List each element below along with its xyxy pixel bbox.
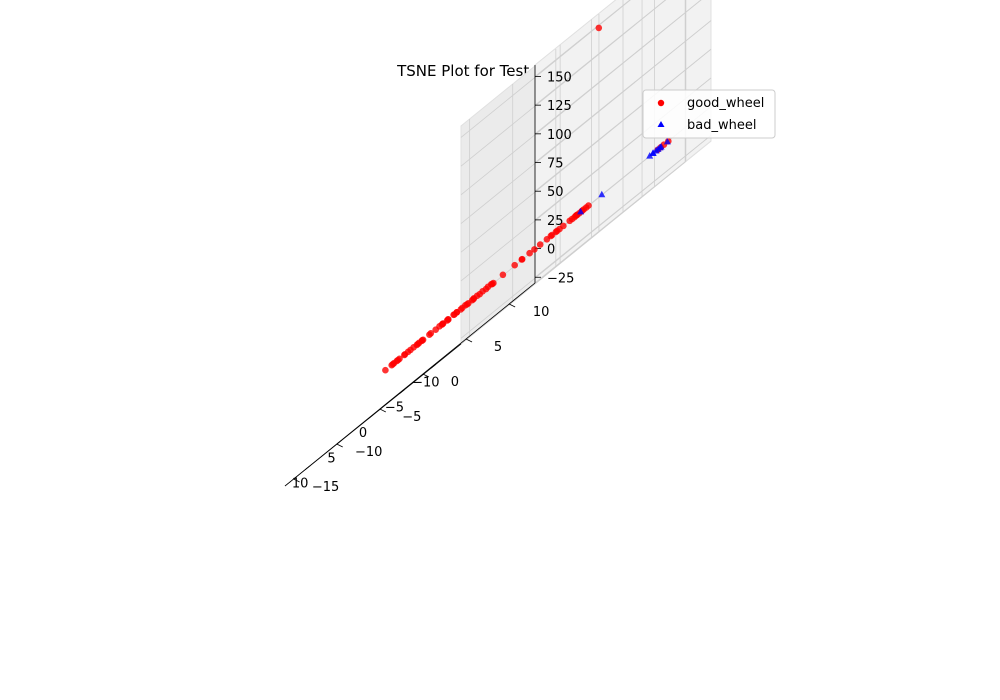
z-gridline-back [534,0,702,135]
point-good-wheel [585,202,592,209]
point-bad-wheel [598,190,606,198]
y-tick-label: 5 [494,340,502,355]
x-tick-label: −5 [385,401,404,416]
z-tick-label: 50 [547,185,564,200]
point-good-wheel [427,330,435,337]
y-tick-mark [422,373,430,378]
point-good-wheel [439,320,446,328]
x-tick-mark [367,414,374,420]
point-good-wheel [595,24,603,32]
legend-label-good-wheel: good_wheel [687,96,764,111]
point-good-wheel [556,225,563,233]
y-tick-mark [293,478,300,483]
point-good-wheel [543,236,551,243]
point-good-wheel [484,283,492,291]
z-gridline-left [460,0,667,167]
point-bad-wheel [663,137,671,145]
legend: good_wheel bad_wheel [642,89,776,139]
z-tick-label: 75 [547,157,564,172]
x-tick-label: 5 [327,451,335,466]
z-tick-label: 25 [547,214,564,229]
point-good-wheel [511,261,518,269]
point-good-wheel [453,309,461,316]
point-good-wheel [444,316,452,323]
z-gridline-back [534,0,631,77]
y-gridline-floor [508,161,686,305]
z-tick-label: 100 [547,128,572,143]
x-tick-mark [304,465,311,471]
point-good-wheel [390,359,398,367]
z-gridline-back [534,134,712,278]
point-good-wheel [404,348,412,356]
x-tick-label: −10 [412,375,439,390]
y-tick-label: −10 [355,445,382,460]
legend-frame [642,89,776,139]
point-good-wheel [415,339,423,347]
x-tick-label: 0 [359,426,367,441]
z-tick-label: 150 [547,70,572,85]
y-tick-label: −15 [312,480,339,495]
point-good-wheel [410,344,417,351]
legend-marker-bad-wheel [657,121,665,127]
y-tick-mark [336,443,343,448]
point-bad-wheel [577,207,585,215]
x-tick-mark [430,363,437,369]
x-tick-mark [399,389,405,394]
x-tick-mark [336,440,342,445]
y-tick-mark [465,338,473,343]
point-bad-wheel [649,149,657,156]
y-tick-label: −5 [402,410,421,425]
point-good-wheel [382,366,389,374]
point-good-wheel [568,215,576,223]
y-tick-mark [508,303,516,308]
legend-label-bad-wheel: bad_wheel [687,118,756,133]
point-good-wheel [473,292,481,300]
scatter-points [382,24,672,374]
z-tick-label: −25 [547,271,574,286]
point-good-wheel [479,288,486,295]
point-good-wheel [531,246,538,253]
z-tick-label: 125 [547,99,572,114]
point-good-wheel [499,271,507,279]
y-tick-label: 0 [451,375,459,390]
z-gridline-back [534,48,712,192]
point-good-wheel [396,355,403,363]
y-tick-mark [379,408,387,413]
z-gridline-left [460,0,631,138]
y-tick-label: 10 [533,305,550,320]
y-axis-line [284,282,536,487]
z-gridline-back [534,20,712,163]
point-good-wheel [536,241,544,248]
point-good-wheel [526,249,533,257]
legend-marker-good-wheel [657,99,665,107]
point-bad-wheel [646,152,654,159]
point-good-wheel [459,304,466,312]
z-gridline-back [534,0,666,106]
z-tick-label: 0 [547,243,555,258]
point-good-wheel [518,256,526,263]
